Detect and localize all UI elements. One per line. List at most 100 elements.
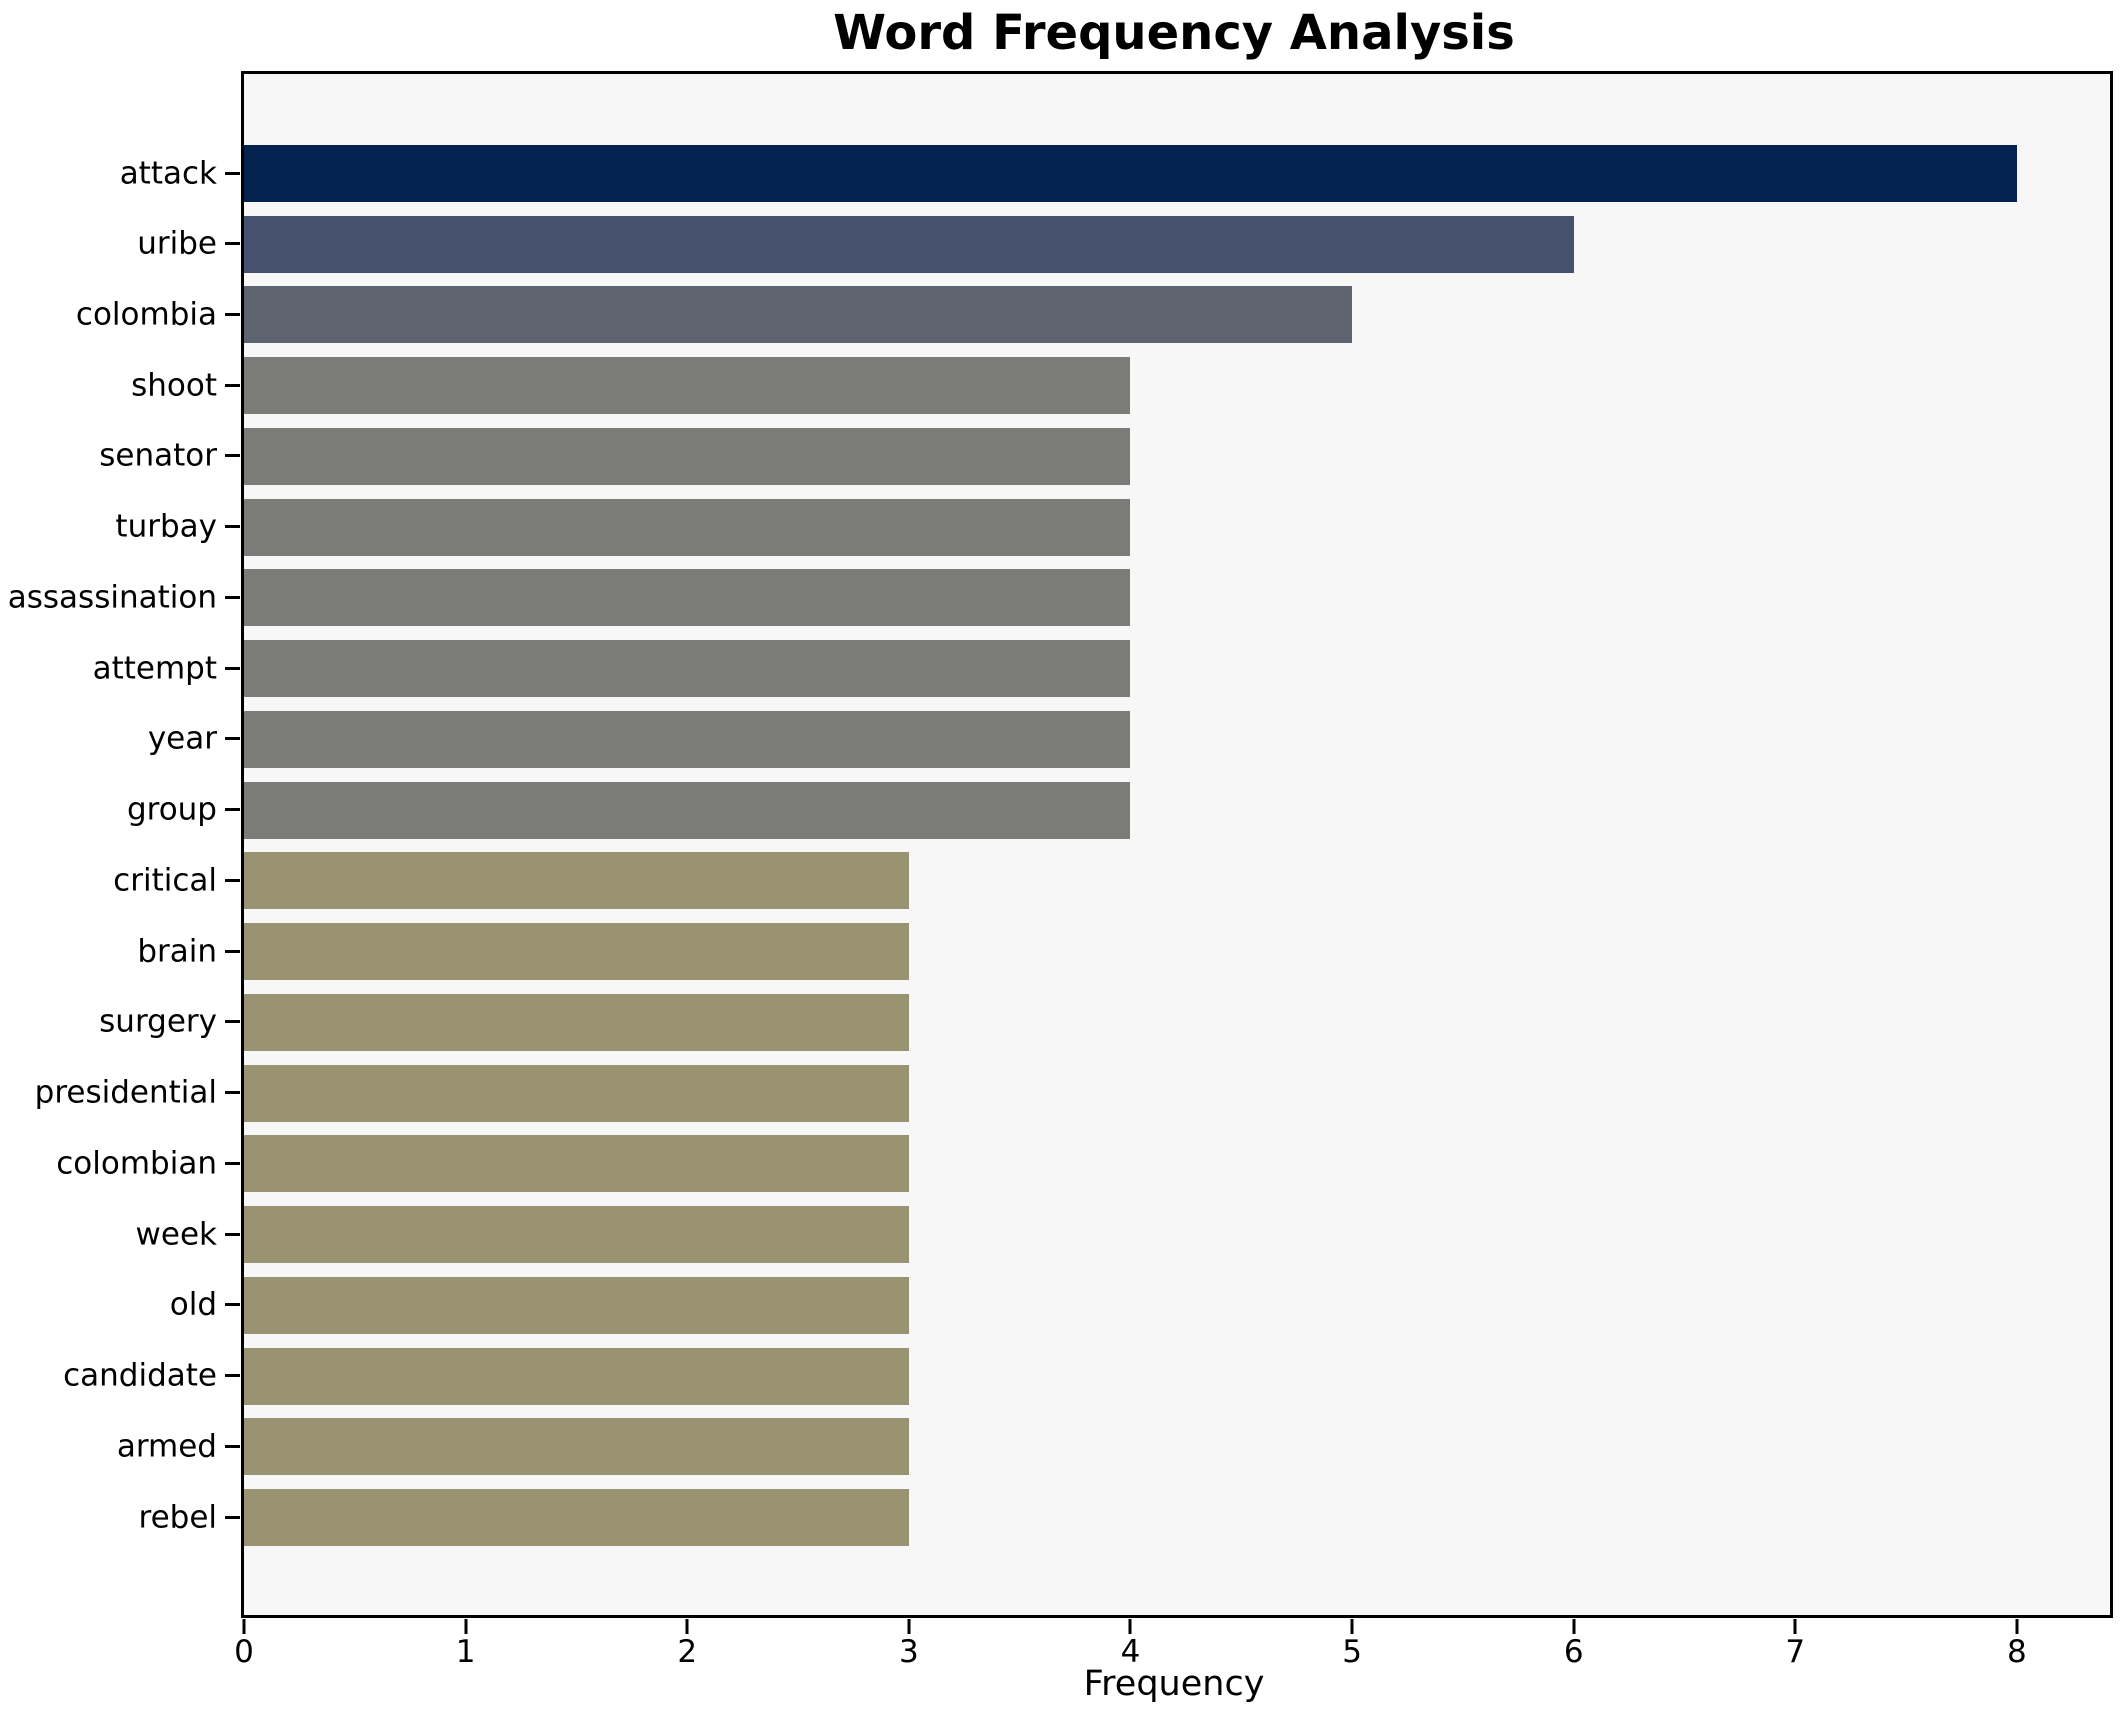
- bar-row: group: [127, 781, 2110, 839]
- x-tick-label: 2: [677, 1634, 698, 1670]
- bar-row: shoot: [131, 357, 2110, 415]
- bar-row: armed: [117, 1418, 2110, 1476]
- y-tick-label: surgery: [99, 1003, 217, 1040]
- x-tick-mark: [1572, 1619, 1576, 1634]
- y-tick-label: turbay: [115, 508, 217, 545]
- y-tick-label: presidential: [34, 1074, 217, 1111]
- bar-row: old: [170, 1276, 2110, 1334]
- y-tick-mark: [225, 808, 240, 812]
- x-tick-label: 4: [1120, 1634, 1141, 1670]
- bar-old: [244, 1276, 909, 1334]
- y-tick-label: armed: [116, 1428, 217, 1465]
- x-tick-label: 8: [2007, 1634, 2027, 1670]
- y-tick-mark: [225, 312, 240, 316]
- bar-colombia: [244, 286, 1353, 344]
- bar-group: [244, 781, 1131, 839]
- x-tick-label: 3: [898, 1634, 919, 1670]
- bar-shoot: [244, 357, 1131, 415]
- bar-row: critical: [113, 852, 2110, 910]
- y-tick-label: old: [169, 1286, 217, 1323]
- bar-brain: [244, 923, 909, 981]
- y-tick-label: critical: [113, 862, 217, 899]
- y-tick-mark: [225, 1444, 240, 1448]
- y-tick-label: attack: [119, 155, 217, 191]
- x-tick-label: 1: [455, 1634, 476, 1670]
- chart-title: Word Frequency Analysis: [833, 5, 1515, 61]
- bar-row: candidate: [63, 1347, 2110, 1405]
- y-tick-label: candidate: [63, 1357, 217, 1394]
- y-tick-mark: [225, 1020, 240, 1024]
- bar-attack: [244, 145, 2017, 202]
- y-tick-mark: [225, 171, 240, 175]
- y-tick-mark: [225, 383, 240, 387]
- bar-row: attempt: [93, 640, 2110, 698]
- y-tick-mark: [225, 1232, 240, 1236]
- y-tick-mark: [225, 1091, 240, 1095]
- y-tick-mark: [225, 1161, 240, 1165]
- bar-row: turbay: [115, 498, 2110, 556]
- x-tick-label: 0: [234, 1634, 254, 1670]
- y-tick-label: week: [135, 1216, 217, 1253]
- bar-row: surgery: [99, 993, 2110, 1051]
- bar-row: presidential: [35, 1064, 2110, 1122]
- bar-row: attack: [120, 145, 2110, 202]
- bar-row: colombian: [56, 1135, 2110, 1193]
- x-tick-mark: [1128, 1619, 1132, 1634]
- bar-armed: [244, 1418, 909, 1476]
- x-tick-label: 5: [1342, 1634, 1362, 1670]
- bar-critical: [244, 852, 909, 910]
- x-tick-label: 7: [1785, 1634, 1806, 1670]
- bar-uribe: [244, 215, 1574, 273]
- bar-row: brain: [137, 923, 2110, 981]
- y-tick-label: rebel: [138, 1499, 218, 1536]
- y-tick-mark: [225, 595, 240, 599]
- y-tick-label: assassination: [7, 579, 217, 616]
- y-tick-mark: [225, 878, 240, 882]
- y-tick-mark: [225, 666, 240, 670]
- x-axis-label: Frequency: [1083, 1664, 1265, 1704]
- y-tick-label: uribe: [137, 225, 217, 262]
- y-tick-mark: [225, 1515, 240, 1519]
- y-tick-label: colombia: [75, 296, 217, 333]
- y-tick-label: colombian: [56, 1145, 217, 1182]
- bar-colombian: [244, 1135, 909, 1193]
- bar-row: uribe: [137, 215, 2110, 273]
- y-tick-mark: [225, 525, 240, 529]
- x-tick-mark: [685, 1619, 689, 1634]
- bar-rebel: [244, 1489, 909, 1547]
- y-tick-mark: [225, 949, 240, 953]
- bar-attempt: [244, 640, 1131, 698]
- bar-row: week: [136, 1206, 2110, 1264]
- bar-week: [244, 1206, 909, 1264]
- y-tick-mark: [225, 454, 240, 458]
- y-tick-mark: [225, 737, 240, 741]
- y-tick-label: senator: [99, 437, 217, 474]
- bar-candidate: [244, 1347, 909, 1405]
- bar-surgery: [244, 993, 909, 1051]
- bar-row: colombia: [76, 286, 2110, 344]
- bar-row: rebel: [139, 1489, 2110, 1547]
- bar-row: senator: [99, 427, 2110, 485]
- bar-presidential: [244, 1064, 909, 1122]
- x-tick-mark: [464, 1619, 468, 1634]
- plot-area: attack uribe colombia shoot senator turbay ass…: [8, 71, 2113, 1668]
- y-tick-mark: [225, 1303, 240, 1307]
- y-tick-label: attempt: [92, 650, 217, 687]
- bar-turbay: [244, 498, 1131, 556]
- bar-row: assassination: [8, 569, 2110, 627]
- y-tick-label: shoot: [131, 367, 217, 404]
- x-tick-mark: [1350, 1619, 1354, 1634]
- x-tick-mark: [242, 1619, 246, 1634]
- y-tick-label: year: [147, 720, 217, 757]
- bar-senator: [244, 427, 1131, 485]
- x-tick-mark: [907, 1619, 911, 1634]
- y-tick-mark: [225, 242, 240, 246]
- y-tick-label: group: [126, 791, 217, 828]
- x-tick-mark: [1793, 1619, 1797, 1634]
- bar-row: year: [148, 710, 2110, 768]
- bar-assassination: [244, 569, 1131, 627]
- x-tick-label: 6: [1563, 1634, 1584, 1670]
- bar-year: [244, 710, 1131, 768]
- y-tick-label: brain: [137, 933, 217, 970]
